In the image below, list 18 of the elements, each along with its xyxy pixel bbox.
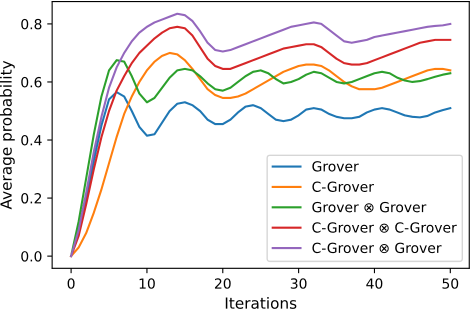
legend-label: Grover ⊗ Grover <box>312 202 426 212</box>
y-axis-title: Average probability <box>0 60 15 210</box>
x-axis-title: Iterations <box>226 297 296 309</box>
legend-label: C-Grover ⊗ C-Grover <box>312 222 457 233</box>
y-tick-label: 0.2 <box>21 193 42 204</box>
x-tick-label: 20 <box>214 278 231 289</box>
legend-label: C-Grover <box>312 181 374 192</box>
x-tick-label: 0 <box>68 278 75 289</box>
y-tick-label: 0.8 <box>21 18 42 30</box>
y-tick-label: 0.4 <box>21 134 42 146</box>
x-tick-label: 40 <box>366 278 382 289</box>
x-tick-label: 30 <box>290 278 307 289</box>
y-tick-label: 0.6 <box>21 76 42 88</box>
legend-label: Grover <box>312 161 359 172</box>
y-tick-label: 0.0 <box>21 251 42 262</box>
x-tick-label: 50 <box>442 278 458 289</box>
legend-label: C-Grover ⊗ Grover <box>312 242 442 254</box>
x-tick-label: 10 <box>140 278 155 289</box>
